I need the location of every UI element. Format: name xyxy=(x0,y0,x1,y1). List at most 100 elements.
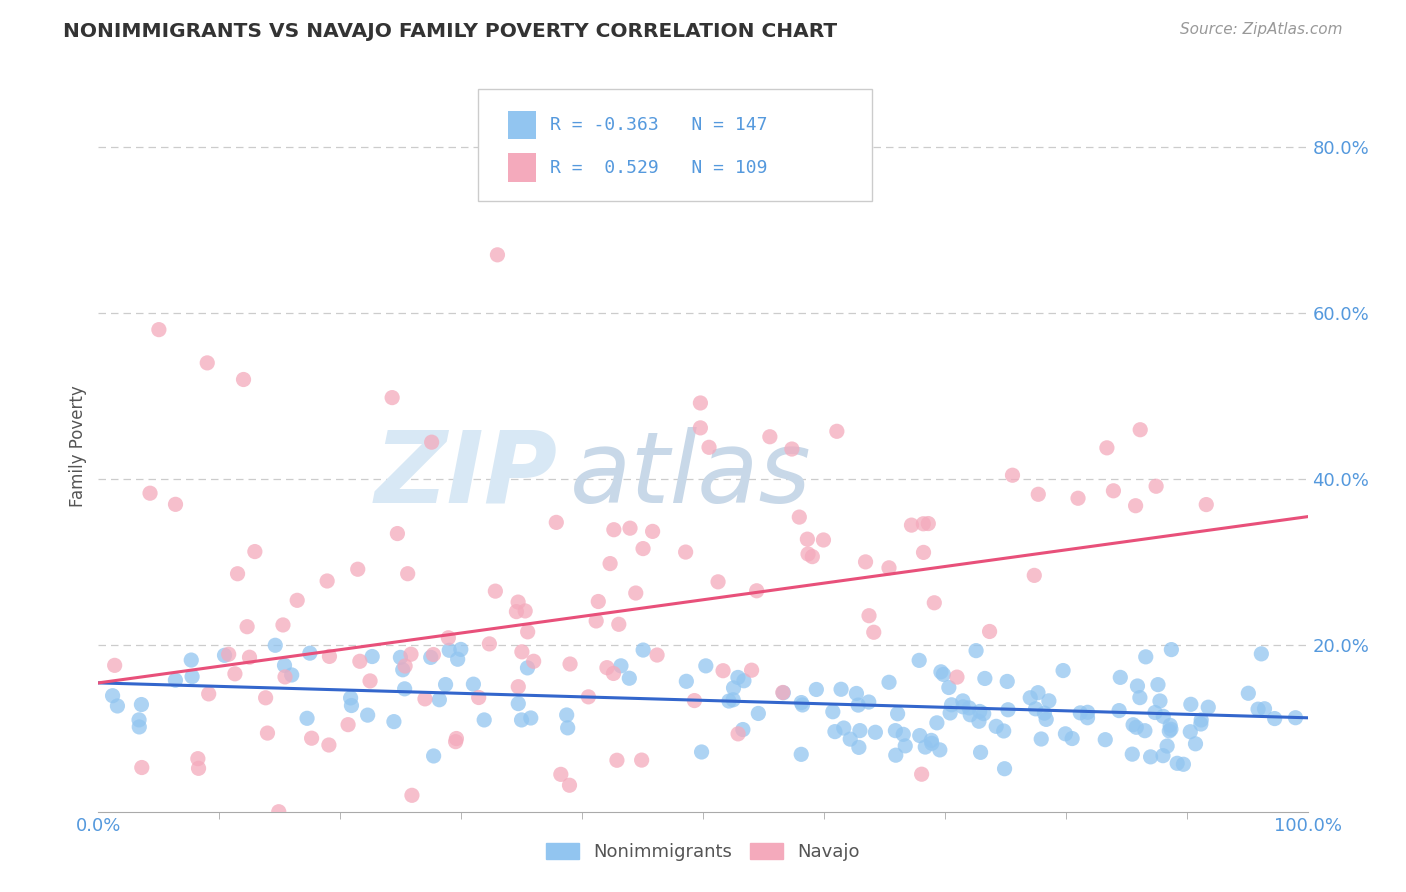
Point xyxy=(695,658,717,673)
Point xyxy=(1264,712,1286,726)
Point xyxy=(689,421,711,435)
Point xyxy=(557,721,579,735)
Text: atlas: atlas xyxy=(569,426,811,524)
Point xyxy=(508,595,530,609)
Point xyxy=(1062,731,1084,746)
Point xyxy=(1026,686,1049,700)
Point xyxy=(413,691,436,706)
Point xyxy=(855,555,877,569)
Point xyxy=(285,593,308,607)
Text: Source: ZipAtlas.com: Source: ZipAtlas.com xyxy=(1180,22,1343,37)
Point xyxy=(1035,712,1057,726)
Point xyxy=(510,713,533,727)
Point xyxy=(1197,700,1219,714)
Point xyxy=(965,643,987,657)
Point xyxy=(340,698,363,713)
Point xyxy=(886,706,908,721)
Point xyxy=(891,727,914,741)
Point xyxy=(745,583,768,598)
Point xyxy=(226,566,249,581)
Point xyxy=(606,753,628,767)
Point xyxy=(434,677,457,691)
Point xyxy=(599,557,621,571)
Point xyxy=(922,596,945,610)
Text: R = -0.363   N = 147: R = -0.363 N = 147 xyxy=(550,116,768,134)
Point xyxy=(588,594,610,608)
Point xyxy=(101,689,124,703)
Point xyxy=(236,620,259,634)
Point xyxy=(337,717,360,731)
Point xyxy=(1122,718,1144,732)
Point xyxy=(973,706,995,721)
Point xyxy=(214,648,236,663)
Point xyxy=(318,649,340,664)
Point xyxy=(318,738,340,752)
Point xyxy=(128,720,150,734)
Point xyxy=(1019,690,1042,705)
Point xyxy=(780,442,803,456)
Point xyxy=(610,658,633,673)
Point xyxy=(1133,723,1156,738)
Point xyxy=(148,323,170,337)
Point xyxy=(824,724,846,739)
Point xyxy=(683,693,706,707)
Point xyxy=(484,584,506,599)
Point xyxy=(969,745,991,759)
Point xyxy=(801,549,824,564)
Point xyxy=(510,645,533,659)
Point xyxy=(707,574,730,589)
Point xyxy=(280,668,302,682)
Point xyxy=(731,723,754,737)
Point xyxy=(1026,487,1049,501)
Point xyxy=(997,703,1019,717)
Point xyxy=(437,631,460,645)
Point xyxy=(131,698,153,712)
Point xyxy=(932,667,955,681)
Point xyxy=(717,694,740,708)
Point xyxy=(1156,739,1178,753)
Point xyxy=(516,661,538,675)
Point xyxy=(1152,709,1174,723)
Point xyxy=(858,695,880,709)
Point xyxy=(555,708,578,723)
Point xyxy=(361,649,384,664)
Point xyxy=(986,719,1008,733)
Point xyxy=(1109,670,1132,684)
Text: NONIMMIGRANTS VS NAVAJO FAMILY POVERTY CORRELATION CHART: NONIMMIGRANTS VS NAVAJO FAMILY POVERTY C… xyxy=(63,22,838,41)
Point xyxy=(645,648,668,662)
Point xyxy=(877,675,900,690)
Point xyxy=(1094,732,1116,747)
Point xyxy=(797,547,820,561)
Point xyxy=(218,647,240,661)
Point xyxy=(523,654,546,668)
Point xyxy=(858,608,880,623)
Point xyxy=(131,760,153,774)
Point xyxy=(1126,679,1149,693)
Point xyxy=(439,643,461,657)
Point xyxy=(631,643,654,657)
Point xyxy=(957,701,980,715)
Point xyxy=(993,762,1015,776)
Point xyxy=(921,736,943,750)
Point xyxy=(1159,723,1181,738)
Point xyxy=(938,681,960,695)
Point xyxy=(1160,642,1182,657)
Point xyxy=(187,761,209,775)
Point xyxy=(254,690,277,705)
Legend: Nonimmigrants, Navajo: Nonimmigrants, Navajo xyxy=(538,836,868,869)
Point xyxy=(1067,491,1090,506)
Point xyxy=(1152,748,1174,763)
Point xyxy=(1102,483,1125,498)
Point xyxy=(806,682,828,697)
Point xyxy=(772,686,794,700)
Point xyxy=(830,682,852,697)
Point xyxy=(316,574,339,588)
Point xyxy=(914,739,936,754)
Point xyxy=(444,734,467,748)
Point xyxy=(602,666,624,681)
Point xyxy=(1284,711,1306,725)
Point xyxy=(467,690,489,705)
Point xyxy=(139,486,162,500)
Point xyxy=(238,650,260,665)
Point xyxy=(1195,498,1218,512)
